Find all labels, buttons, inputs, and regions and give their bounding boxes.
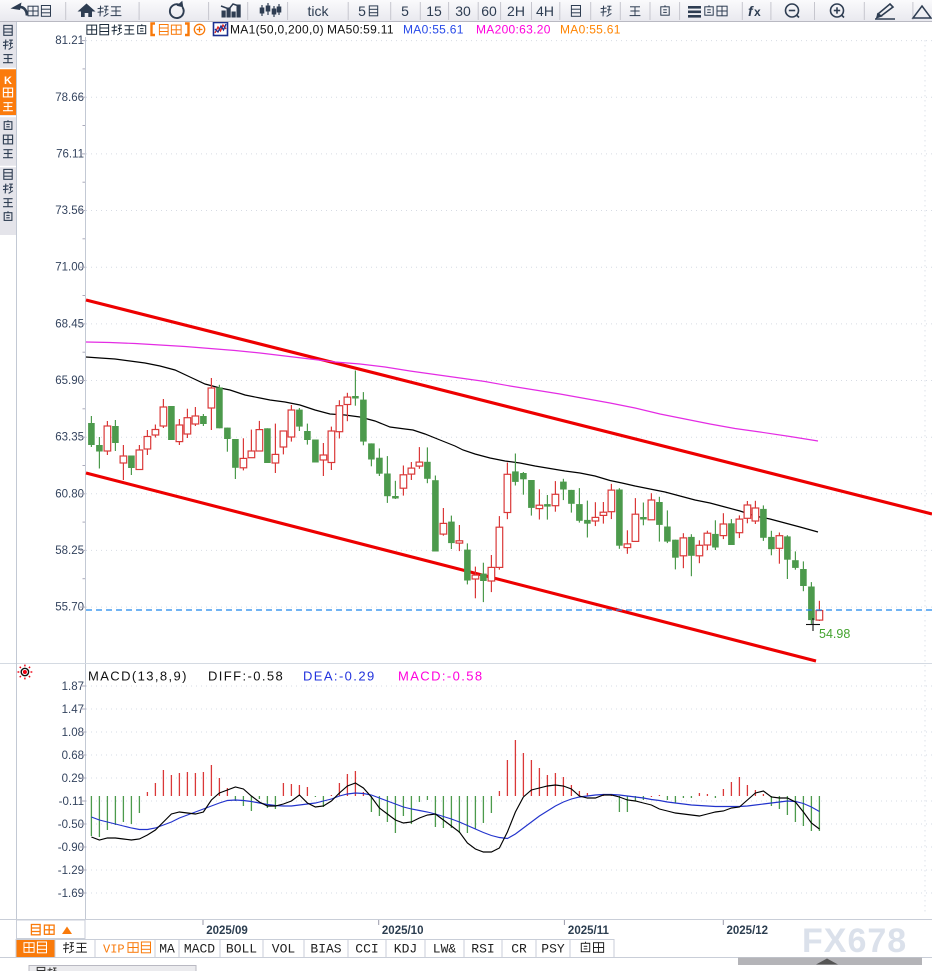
svg-text:-0.50: -0.50 <box>58 819 84 831</box>
svg-text:0.68: 0.68 <box>62 750 84 762</box>
svg-text:78.66: 78.66 <box>55 92 84 104</box>
svg-text:MA0:55.61: MA0:55.61 <box>403 23 464 37</box>
svg-text:-0.11: -0.11 <box>59 796 84 808</box>
svg-text:MA1(50,0,200,0): MA1(50,0,200,0) <box>230 23 324 37</box>
svg-text:60.80: 60.80 <box>55 488 84 500</box>
svg-text:15: 15 <box>426 3 442 19</box>
svg-text:5: 5 <box>358 3 366 19</box>
svg-text:73.56: 73.56 <box>55 205 84 217</box>
svg-text:2H: 2H <box>507 3 525 19</box>
svg-text:1.08: 1.08 <box>62 727 84 739</box>
svg-text:5: 5 <box>401 3 409 19</box>
svg-text:55.70: 55.70 <box>55 602 84 614</box>
svg-text:54.98: 54.98 <box>819 627 850 641</box>
svg-text:71.00: 71.00 <box>55 262 84 274</box>
svg-text:68.45: 68.45 <box>55 318 84 330</box>
svg-text:MACD: MACD <box>184 942 215 957</box>
svg-text:LW&: LW& <box>433 942 457 957</box>
svg-text:MACD:-0.58: MACD:-0.58 <box>398 669 484 684</box>
svg-text:KDJ: KDJ <box>394 942 417 957</box>
svg-text:DIFF:-0.58: DIFF:-0.58 <box>208 669 284 684</box>
svg-text:2025/09: 2025/09 <box>206 925 248 937</box>
svg-text:FX678: FX678 <box>802 922 907 960</box>
svg-text:60: 60 <box>481 3 497 19</box>
svg-text:-1.69: -1.69 <box>58 888 84 900</box>
svg-text:BIAS: BIAS <box>310 942 341 957</box>
svg-text:76.11: 76.11 <box>56 148 84 160</box>
svg-text:1.47: 1.47 <box>62 704 84 716</box>
svg-text:58.25: 58.25 <box>55 545 84 557</box>
svg-text:MA50:59.11: MA50:59.11 <box>327 23 394 37</box>
svg-text:PSY: PSY <box>541 942 565 957</box>
svg-text:VIP: VIP <box>103 943 125 957</box>
svg-text:MA200:63.20: MA200:63.20 <box>476 23 551 37</box>
svg-text:CCI: CCI <box>355 942 378 957</box>
svg-text:CR: CR <box>511 942 527 957</box>
svg-text:63.35: 63.35 <box>55 432 84 444</box>
svg-text:-1.29: -1.29 <box>58 865 84 877</box>
svg-text:tick: tick <box>308 3 330 19</box>
svg-text:MA: MA <box>159 942 175 957</box>
svg-text:f: f <box>748 3 754 19</box>
svg-text:VOL: VOL <box>272 942 295 957</box>
svg-text:x: x <box>754 5 761 19</box>
svg-text:-0.90: -0.90 <box>58 842 84 854</box>
svg-text:BOLL: BOLL <box>226 942 257 957</box>
svg-text:0.29: 0.29 <box>62 773 84 785</box>
svg-text:81.21: 81.21 <box>55 35 84 47</box>
svg-text:2025/12: 2025/12 <box>727 925 769 937</box>
svg-text:MACD(13,8,9): MACD(13,8,9) <box>88 669 188 684</box>
svg-text:K: K <box>4 75 12 87</box>
svg-text:65.90: 65.90 <box>55 375 84 387</box>
svg-text:1.87: 1.87 <box>62 681 84 693</box>
svg-text:RSI: RSI <box>471 942 494 957</box>
svg-text:4H: 4H <box>536 3 554 19</box>
svg-text:2025/11: 2025/11 <box>568 925 610 937</box>
svg-text:2025/10: 2025/10 <box>382 925 424 937</box>
svg-text:MA0:55.61: MA0:55.61 <box>560 23 621 37</box>
svg-text:DEA:-0.29: DEA:-0.29 <box>303 669 376 684</box>
svg-text:30: 30 <box>455 3 471 19</box>
